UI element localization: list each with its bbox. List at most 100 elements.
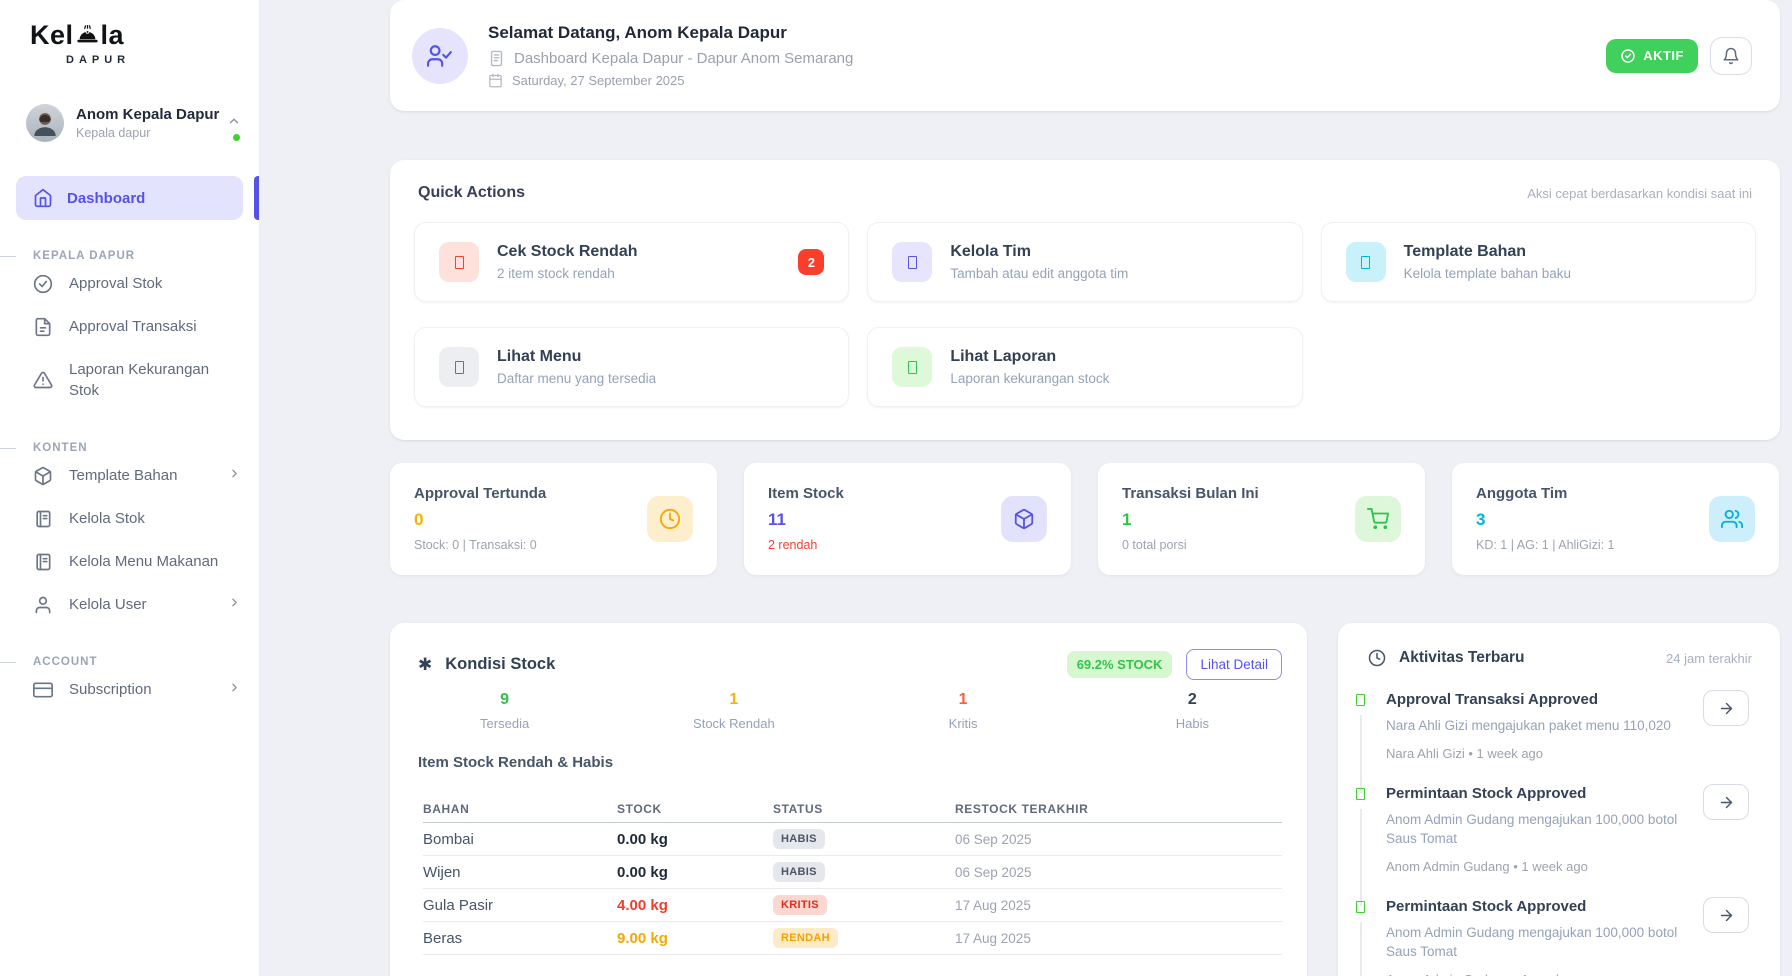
avatar bbox=[26, 104, 64, 142]
sidebar-item-laporan-kekurangan-stok[interactable]: Laporan Kekurangan Stok bbox=[0, 348, 259, 412]
action-title: Lihat Menu bbox=[497, 348, 582, 365]
summary-stock-rendah: 1 Stock Rendah bbox=[619, 691, 848, 731]
sidebar-item-kelola-user[interactable]: Kelola User bbox=[0, 583, 259, 626]
stat-card-item-stock: Item Stock 11 2 rendah bbox=[744, 463, 1071, 575]
shopping-cart-icon bbox=[1355, 496, 1401, 542]
summary-tersedia: 9 Tersedia bbox=[390, 691, 619, 731]
sidebar-item-dashboard[interactable]: Dashboard bbox=[16, 176, 243, 220]
sidebar-item-label: Laporan Kekurangan Stok bbox=[69, 361, 210, 399]
chevron-right-icon bbox=[228, 596, 241, 613]
sidebar-item-approval-transaksi[interactable]: Approval Transaksi bbox=[0, 305, 259, 348]
logo-text-pre: Kel bbox=[30, 20, 74, 50]
cell-stock: 0.00 kg bbox=[617, 863, 668, 881]
app-logo: Kel la DAPUR bbox=[0, 0, 259, 66]
sidebar-item-label: Template Bahan bbox=[69, 467, 178, 484]
notifications-button[interactable] bbox=[1710, 36, 1752, 75]
sidebar-item-subscription[interactable]: Subscription bbox=[0, 668, 259, 711]
cell-status: HABIS bbox=[773, 829, 955, 849]
summary-label: Habis bbox=[1175, 716, 1209, 731]
package-icon bbox=[1001, 496, 1047, 542]
stat-card-approval-tertunda: Approval Tertunda 0 Stock: 0 | Transaksi… bbox=[390, 463, 717, 575]
activity-item-meta: Anom Admin Gudang • 1 week ago bbox=[1386, 859, 1588, 874]
sidebar-item-approval-stok[interactable]: Approval Stok bbox=[0, 262, 259, 305]
activity-item-description: Nara Ahli Gizi mengajukan paket menu 110… bbox=[1386, 718, 1671, 733]
activity-item: Permintaan Stock Approved Anom Admin Gud… bbox=[1356, 783, 1756, 906]
count-badge: 2 bbox=[798, 249, 825, 275]
action-card-kelola-tim[interactable]: Kelola Tim Tambah atau edit anggota tim bbox=[867, 222, 1303, 302]
stat-value: 1 bbox=[1122, 510, 1132, 529]
table-row: Gula Pasir 4.00 kg KRITIS 17 Aug 2025 bbox=[423, 889, 1282, 922]
action-subtitle: 2 item stock rendah bbox=[497, 266, 615, 281]
stat-subtext: 2 rendah bbox=[768, 538, 818, 552]
stat-title: Transaksi Bulan Ini bbox=[1122, 485, 1259, 502]
activity-item-title: Approval Transaksi Approved bbox=[1386, 691, 1599, 708]
check-circle-icon bbox=[33, 274, 53, 294]
summary-value: 9 bbox=[500, 691, 510, 708]
action-card-template-bahan[interactable]: Template Bahan Kelola template bahan bak… bbox=[1320, 222, 1756, 302]
stock-summary-row: 9 Tersedia 1 Stock Rendah 1 Kritis 2 Hab… bbox=[390, 691, 1307, 731]
activity-item-meta: Anom Admin Gudang • 1 week ago bbox=[1386, 972, 1756, 976]
activity-item-description: Anom Admin Gudang mengajukan 100,000 bot… bbox=[1386, 812, 1678, 846]
summary-label: Stock Rendah bbox=[693, 716, 775, 731]
cell-bahan: Gula Pasir bbox=[423, 896, 494, 914]
activity-title: Aktivitas Terbaru bbox=[1399, 649, 1525, 666]
low-stock-icon bbox=[439, 242, 479, 282]
cell-restock: 17 Aug 2025 bbox=[955, 897, 1031, 913]
arrow-right-icon bbox=[1718, 907, 1735, 924]
bell-icon bbox=[1722, 47, 1740, 65]
activity-item-title: Permintaan Stock Approved bbox=[1386, 785, 1587, 802]
action-subtitle: Tambah atau edit anggota tim bbox=[950, 266, 1129, 281]
user-role: Kepala dapur bbox=[76, 126, 151, 140]
activity-open-button[interactable] bbox=[1703, 690, 1749, 726]
sidebar-section-konten: KONTEN Template Bahan Kelola Stok bbox=[0, 442, 259, 626]
chevron-up-icon bbox=[227, 114, 241, 133]
action-subtitle: Kelola template bahan baku bbox=[1403, 266, 1572, 281]
table-row: Bombai 0.00 kg HABIS 06 Sep 2025 bbox=[423, 823, 1282, 856]
clock-icon bbox=[647, 496, 693, 542]
online-status-dot bbox=[231, 132, 242, 143]
stat-card-anggota-tim: Anggota Tim 3 KD: 1 | AG: 1 | AhliGizi: … bbox=[1452, 463, 1779, 575]
user-menu[interactable]: Anom Kepala Dapur Kepala dapur bbox=[26, 104, 242, 143]
stock-condition-title: Kondisi Stock bbox=[445, 655, 556, 673]
sidebar-item-label: Approval Transaksi bbox=[69, 318, 197, 335]
recent-activity-panel: Aktivitas Terbaru 24 jam terakhir Approv… bbox=[1338, 623, 1780, 976]
sidebar-item-template-bahan[interactable]: Template Bahan bbox=[0, 454, 259, 497]
action-card-cek-stock-rendah[interactable]: Cek Stock Rendah 2 item stock rendah 2 bbox=[414, 222, 850, 302]
sidebar-item-kelola-stok[interactable]: Kelola Stok bbox=[0, 497, 259, 540]
table-header-row: BAHAN STOCK STATUS RESTOCK TERAKHIR bbox=[423, 795, 1282, 823]
section-label: KEPALA DAPUR bbox=[0, 250, 259, 262]
file-text-icon bbox=[33, 317, 53, 337]
status-badge: HABIS bbox=[773, 829, 825, 849]
sidebar-item-label: Kelola Stok bbox=[69, 510, 145, 527]
summary-value: 1 bbox=[958, 691, 968, 708]
home-icon bbox=[33, 188, 53, 208]
welcome-header-card: Selamat Datang, Anom Kepala Dapur Dashbo… bbox=[390, 0, 1780, 111]
action-card-lihat-menu[interactable]: Lihat Menu Daftar menu yang tersedia bbox=[414, 327, 850, 407]
action-title: Lihat Laporan bbox=[950, 348, 1057, 365]
sidebar-item-label: Approval Stok bbox=[69, 275, 163, 292]
sidebar-item-kelola-menu-makanan[interactable]: Kelola Menu Makanan bbox=[0, 540, 259, 583]
users-icon bbox=[1709, 496, 1755, 542]
sidebar-section-account: ACCOUNT Subscription bbox=[0, 656, 259, 711]
credit-card-icon bbox=[33, 680, 54, 700]
welcome-title: Selamat Datang, Anom Kepala Dapur bbox=[488, 23, 787, 42]
arrow-right-icon bbox=[1718, 700, 1735, 717]
cell-restock: 17 Aug 2025 bbox=[955, 930, 1031, 946]
notebook-icon bbox=[33, 509, 53, 529]
action-card-lihat-laporan[interactable]: Lihat Laporan Laporan kekurangan stock bbox=[867, 327, 1303, 407]
cell-stock: 9.00 kg bbox=[617, 929, 668, 947]
cell-status: RENDAH bbox=[773, 928, 955, 948]
stat-subtext: Stock: 0 | Transaksi: 0 bbox=[414, 538, 537, 552]
package-icon bbox=[33, 466, 53, 486]
sidebar-item-label: Kelola User bbox=[69, 596, 147, 613]
stock-table: BAHAN STOCK STATUS RESTOCK TERAKHIR Bomb… bbox=[423, 795, 1282, 955]
table-row: Wijen 0.00 kg HABIS 06 Sep 2025 bbox=[423, 856, 1282, 889]
lihat-detail-button[interactable]: Lihat Detail bbox=[1186, 649, 1282, 680]
column-header: RESTOCK TERAKHIR bbox=[955, 801, 1089, 816]
stat-title: Approval Tertunda bbox=[414, 485, 547, 502]
activity-open-button[interactable] bbox=[1703, 897, 1749, 933]
cell-stock: 0.00 kg bbox=[617, 830, 668, 848]
activity-list: Approval Transaksi Approved Nara Ahli Gi… bbox=[1338, 667, 1780, 976]
cell-restock: 06 Sep 2025 bbox=[955, 864, 1032, 880]
activity-open-button[interactable] bbox=[1703, 784, 1749, 820]
